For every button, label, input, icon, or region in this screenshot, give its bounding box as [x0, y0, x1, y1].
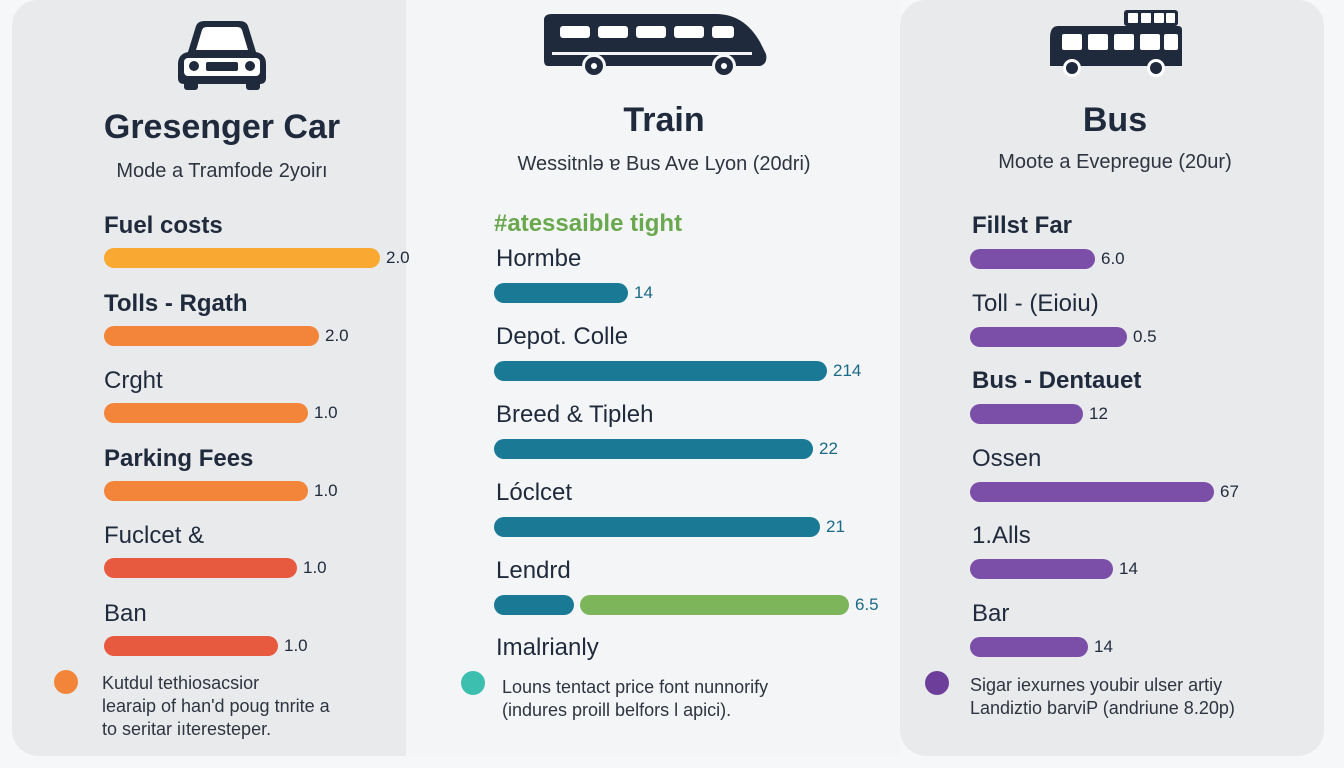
train-bar [580, 595, 849, 615]
bus-value-label: 14 [1119, 559, 1138, 578]
train-value-label: 6.5 [855, 595, 879, 614]
bus-note-line-1: Sigar iexurnes youbir ulser artiy [970, 675, 1223, 695]
train-bar [494, 439, 813, 459]
bus-bar [970, 559, 1113, 579]
bus-note-line-2: Landiztio barviP (andriune 8.20p) [970, 698, 1235, 718]
train-category-label: Depot. Colle [496, 323, 629, 350]
bus-icon [1050, 10, 1182, 77]
bus-category-label: Fillst Far [972, 212, 1073, 239]
bus-category-label: Toll - (Eioiu) [972, 289, 1099, 317]
car-bar [104, 248, 380, 268]
bus-value-label: 0.5 [1133, 326, 1157, 346]
car-note: Kutdul tethiosacsior learaip of han'd po… [102, 672, 330, 741]
train-note-line-2: (indures proill belfors l apici). [502, 700, 732, 720]
car-value-label: 1.0 [284, 635, 308, 655]
train-chart-subtitle: Wessitnlə ɐ Bus Ave Lyon (20dri) [517, 153, 811, 175]
bus-value-label: 6.0 [1101, 249, 1125, 268]
bus-bar [970, 249, 1095, 269]
car-note-line-3: to seritar iıteresteper. [102, 719, 272, 739]
train-bar [494, 595, 574, 615]
bus-value-label: 14 [1094, 636, 1113, 656]
car-category-label: Tolls - Rgath [104, 289, 248, 317]
car-value-label: 1.0 [303, 558, 327, 577]
train-chart-title: Train [623, 101, 705, 139]
car-category-label: Ban [104, 599, 147, 627]
car-value-label: 2.0 [386, 248, 410, 267]
bus-note-dot [925, 671, 949, 695]
train-value-label: 21 [826, 517, 845, 536]
train-note: Louns tentact price font nunnorify (indu… [502, 676, 768, 722]
car-chart-title: Gresenger Car [103, 108, 341, 146]
car-bar [104, 325, 319, 346]
car-note-line-2: learaip of han'd poug tnrite a [102, 696, 330, 716]
car-panel [12, 0, 406, 756]
car-category-label: Fuclcet & [104, 522, 205, 549]
train-category-label: Breed & Tipleh [496, 401, 654, 428]
car-note-line-1: Kutdul tethiosacsior [102, 673, 260, 693]
bus-bar [970, 404, 1083, 424]
train-note-dot [461, 671, 485, 695]
car-value-label: 1.0 [314, 403, 338, 422]
train-bar [494, 283, 628, 303]
train-category-label: Lendrd [496, 557, 571, 584]
car-note-dot [54, 670, 78, 694]
train-extra-label: Imalrianly [496, 634, 599, 661]
bus-bar [970, 481, 1214, 502]
bus-bar [970, 326, 1127, 347]
train-note-line-1: Louns tentact price font nunnorify [502, 677, 769, 697]
car-icon [178, 21, 266, 90]
car-category-label: Fuel costs [104, 212, 223, 239]
car-bar [104, 558, 297, 578]
train-value-label: 214 [833, 361, 862, 380]
car-bar [104, 480, 308, 501]
train-value-label: 14 [634, 283, 653, 302]
train-bar [494, 517, 820, 537]
car-chart-subtitle: Mode a Tramfode 2yoirı [116, 160, 328, 182]
car-category-label: Parking Fees [104, 444, 254, 472]
train-category-label: Lóclcet [496, 479, 573, 506]
bus-chart-subtitle: Moote a Evepregue (20ur) [998, 151, 1232, 173]
bus-value-label: 12 [1089, 404, 1108, 423]
bus-category-label: Bar [972, 599, 1010, 627]
bus-bar [970, 636, 1088, 657]
bus-category-label: Bus - Dentauet [972, 367, 1142, 394]
train-icon [544, 14, 767, 78]
bus-chart-title: Bus [1082, 101, 1148, 139]
bus-note: Sigar iexurnes youbir ulser artiy Landiz… [970, 674, 1235, 720]
car-value-label: 1.0 [314, 480, 338, 500]
bus-category-label: Ossen [972, 444, 1042, 472]
train-bar [494, 361, 827, 381]
car-bar [104, 635, 278, 656]
car-value-label: 2.0 [325, 325, 349, 345]
train-section-heading: #atessaible tight [494, 210, 683, 237]
bus-panel [900, 0, 1324, 756]
train-category-label: Hormbe [496, 245, 582, 272]
car-bar [104, 403, 308, 423]
train-value-label: 22 [819, 439, 838, 458]
car-category-label: Crght [104, 367, 163, 394]
bus-category-label: 1.Alls [972, 522, 1031, 549]
bus-value-label: 67 [1220, 481, 1239, 501]
